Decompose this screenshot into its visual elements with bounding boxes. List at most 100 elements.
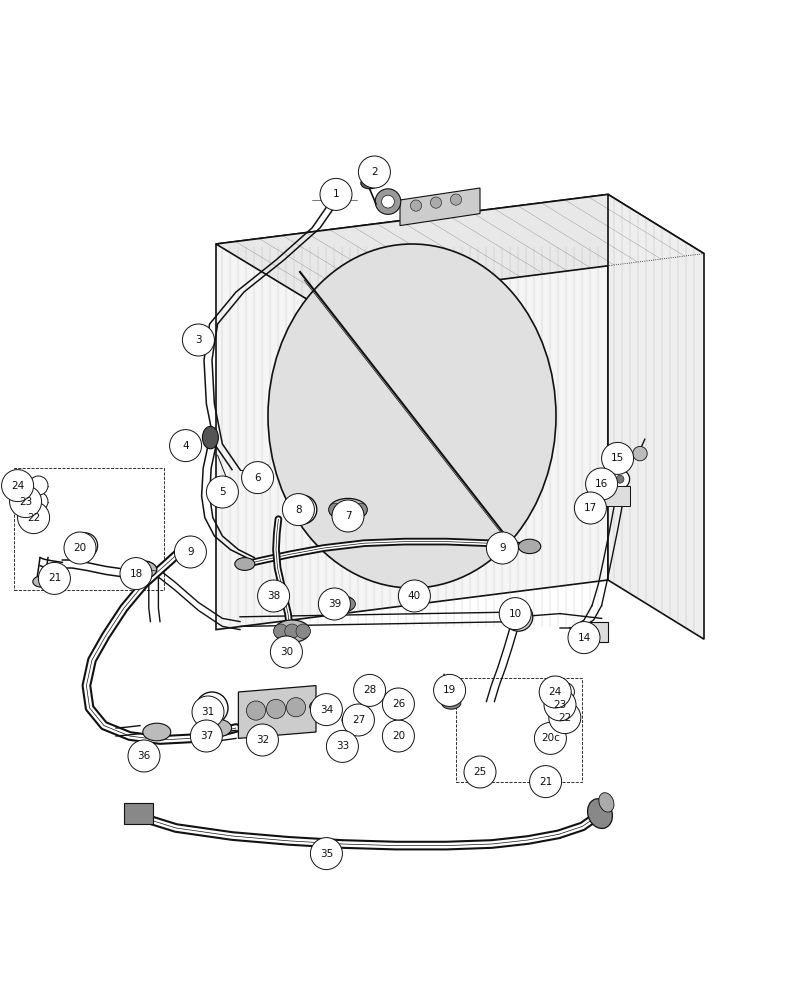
Ellipse shape: [329, 498, 367, 521]
Text: 39: 39: [328, 599, 341, 609]
Circle shape: [555, 682, 574, 702]
Circle shape: [334, 598, 346, 610]
Circle shape: [326, 730, 358, 762]
Circle shape: [282, 494, 314, 526]
Text: 25: 25: [474, 767, 486, 777]
Text: 28: 28: [363, 685, 376, 695]
Text: 34: 34: [320, 705, 333, 715]
Circle shape: [602, 442, 634, 474]
Ellipse shape: [599, 793, 614, 812]
Text: 20c: 20c: [541, 733, 560, 743]
Ellipse shape: [33, 576, 50, 587]
Ellipse shape: [442, 697, 461, 709]
Circle shape: [246, 701, 266, 720]
Circle shape: [286, 698, 306, 717]
Circle shape: [511, 610, 526, 624]
Text: 19: 19: [443, 685, 456, 695]
Text: 15: 15: [611, 453, 624, 463]
Ellipse shape: [325, 595, 355, 613]
Circle shape: [288, 495, 317, 524]
Circle shape: [285, 624, 299, 638]
Circle shape: [354, 503, 367, 516]
Text: 6: 6: [254, 473, 261, 483]
Circle shape: [586, 468, 618, 500]
Text: 20: 20: [392, 731, 405, 741]
Circle shape: [574, 492, 606, 524]
Circle shape: [196, 692, 228, 724]
Circle shape: [174, 536, 206, 568]
Text: 23: 23: [19, 497, 32, 507]
Circle shape: [375, 189, 401, 214]
Circle shape: [128, 740, 160, 772]
Circle shape: [410, 588, 422, 601]
Text: 27: 27: [352, 715, 365, 725]
Ellipse shape: [542, 728, 565, 742]
Polygon shape: [608, 194, 704, 639]
Circle shape: [486, 532, 518, 564]
Ellipse shape: [128, 561, 157, 578]
Circle shape: [310, 838, 342, 870]
Polygon shape: [216, 194, 704, 303]
Circle shape: [382, 688, 414, 720]
Circle shape: [18, 502, 50, 534]
Circle shape: [38, 562, 70, 594]
Circle shape: [344, 598, 355, 610]
Circle shape: [29, 492, 48, 511]
Circle shape: [499, 598, 531, 630]
Circle shape: [450, 194, 462, 205]
Circle shape: [2, 470, 34, 502]
FancyBboxPatch shape: [124, 803, 153, 824]
Circle shape: [616, 475, 624, 483]
Text: 4: 4: [182, 441, 189, 451]
Text: 22: 22: [558, 713, 571, 723]
Text: 1: 1: [333, 189, 339, 199]
Circle shape: [534, 722, 566, 754]
Circle shape: [530, 766, 562, 798]
Polygon shape: [400, 188, 480, 226]
Text: 21: 21: [539, 777, 552, 787]
Circle shape: [382, 720, 414, 752]
Ellipse shape: [204, 719, 232, 737]
Polygon shape: [238, 686, 316, 738]
Circle shape: [568, 622, 600, 654]
Text: 37: 37: [200, 731, 213, 741]
Circle shape: [464, 756, 496, 788]
Circle shape: [325, 598, 336, 610]
FancyBboxPatch shape: [602, 486, 630, 506]
Text: 10: 10: [509, 609, 522, 619]
Circle shape: [329, 503, 342, 516]
Text: 16: 16: [595, 479, 608, 489]
Circle shape: [539, 676, 571, 708]
Ellipse shape: [342, 712, 370, 728]
Circle shape: [170, 430, 202, 462]
Circle shape: [29, 508, 48, 527]
Circle shape: [242, 462, 274, 494]
Circle shape: [549, 702, 581, 734]
Circle shape: [296, 503, 309, 516]
Circle shape: [555, 708, 574, 727]
Circle shape: [270, 636, 302, 668]
Text: 26: 26: [392, 699, 405, 709]
Text: 30: 30: [280, 647, 293, 657]
Text: 24: 24: [549, 687, 562, 697]
Circle shape: [342, 704, 374, 736]
Ellipse shape: [310, 700, 330, 713]
Circle shape: [544, 689, 576, 721]
Circle shape: [332, 500, 364, 532]
Circle shape: [434, 674, 466, 706]
Circle shape: [318, 588, 350, 620]
Text: 7: 7: [345, 511, 351, 521]
Circle shape: [410, 200, 422, 211]
Text: 18: 18: [130, 569, 142, 579]
Text: 31: 31: [202, 707, 214, 717]
Ellipse shape: [328, 735, 357, 751]
Circle shape: [633, 446, 647, 461]
Circle shape: [403, 582, 429, 607]
Ellipse shape: [390, 728, 410, 740]
Text: 9: 9: [187, 547, 194, 557]
Circle shape: [204, 700, 220, 716]
Ellipse shape: [518, 539, 541, 554]
Text: 32: 32: [256, 735, 269, 745]
Circle shape: [29, 476, 48, 495]
Text: 17: 17: [584, 503, 597, 513]
